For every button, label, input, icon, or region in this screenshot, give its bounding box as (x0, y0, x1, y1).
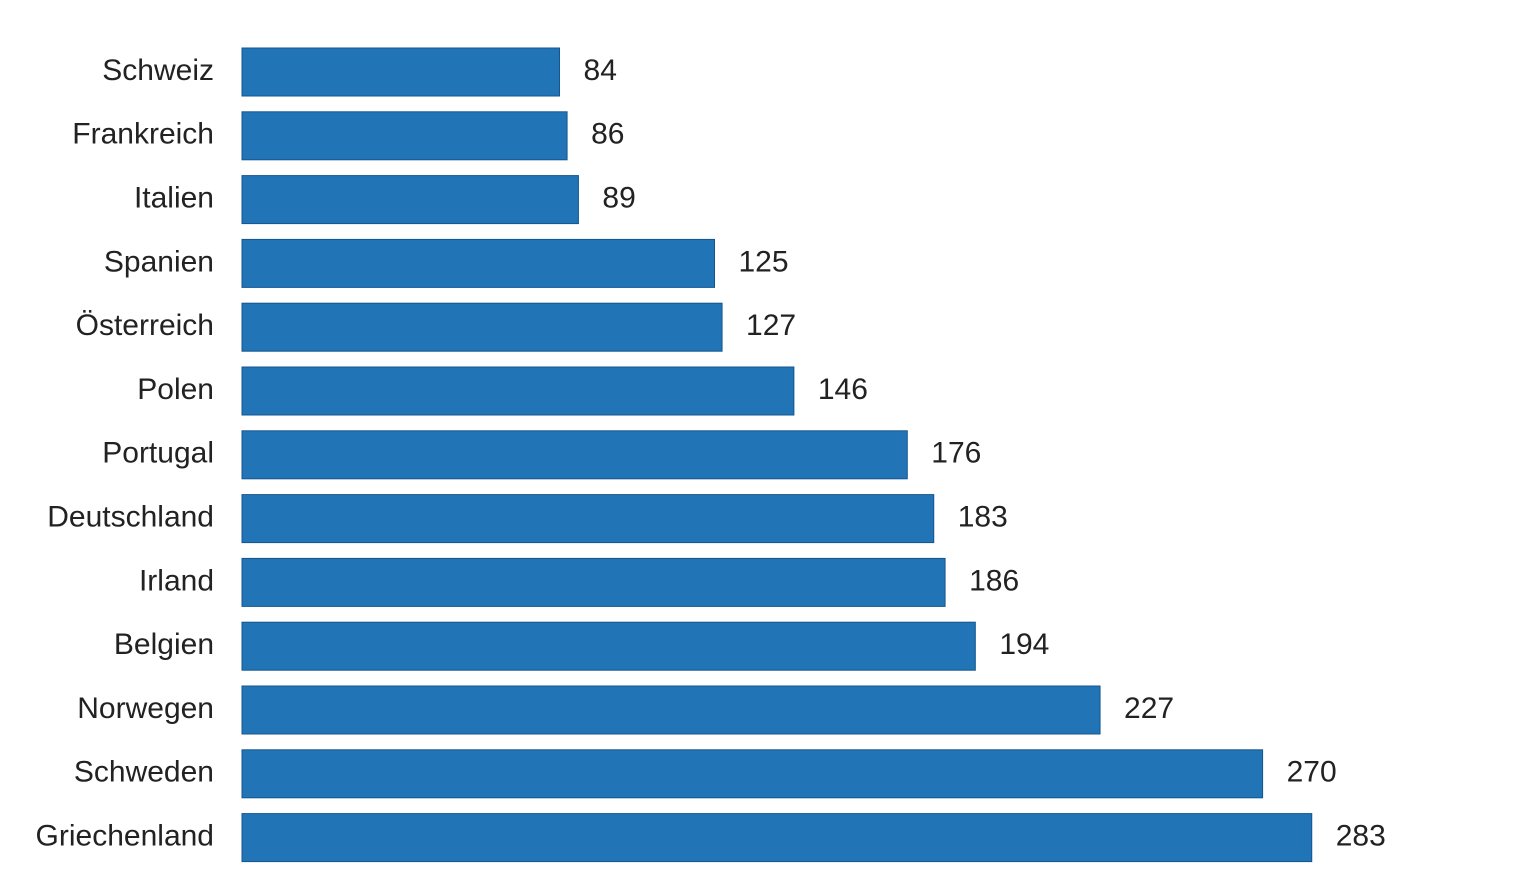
category-label: Griechenland (36, 820, 214, 853)
value-label: 194 (999, 628, 1049, 661)
bar-2 (241, 175, 579, 225)
value-label: 186 (969, 564, 1019, 597)
value-label: 283 (1336, 820, 1386, 853)
value-label: 86 (591, 118, 624, 151)
bar-9 (241, 621, 976, 671)
category-label: Österreich (76, 309, 214, 342)
category-label: Deutschland (47, 501, 214, 534)
category-label: Schweden (74, 756, 214, 789)
labels-layer: Schweiz 84 Frankreich 86 Italien 89 Spanien 125… (36, 54, 1386, 853)
value-label: 84 (584, 54, 617, 87)
value-label: 176 (931, 437, 981, 470)
bar-6 (241, 430, 908, 480)
bar-3 (241, 238, 715, 288)
bar-10 (241, 685, 1101, 735)
value-label: 146 (818, 373, 868, 406)
category-label: Spanien (104, 245, 214, 278)
category-label: Norwegen (77, 692, 214, 725)
bars-layer (241, 47, 1313, 863)
bar-12 (241, 813, 1313, 863)
category-label: Irland (139, 564, 214, 597)
bar-4 (241, 302, 723, 352)
bar-0 (241, 47, 561, 97)
category-label: Italien (134, 182, 214, 215)
bar-8 (241, 557, 946, 607)
category-label: Belgien (114, 628, 214, 661)
value-label: 270 (1287, 756, 1337, 789)
bar-1 (241, 111, 568, 161)
bar-11 (241, 749, 1264, 799)
value-label: 183 (958, 501, 1008, 534)
category-label: Schweiz (102, 54, 214, 87)
value-label: 125 (739, 245, 789, 278)
value-label: 89 (602, 182, 635, 215)
value-label: 227 (1124, 692, 1174, 725)
bar-7 (241, 494, 935, 544)
category-label: Frankreich (72, 118, 214, 151)
value-label: 127 (746, 309, 796, 342)
category-label: Portugal (102, 437, 214, 470)
category-label: Polen (137, 373, 214, 406)
bar-5 (241, 366, 795, 416)
